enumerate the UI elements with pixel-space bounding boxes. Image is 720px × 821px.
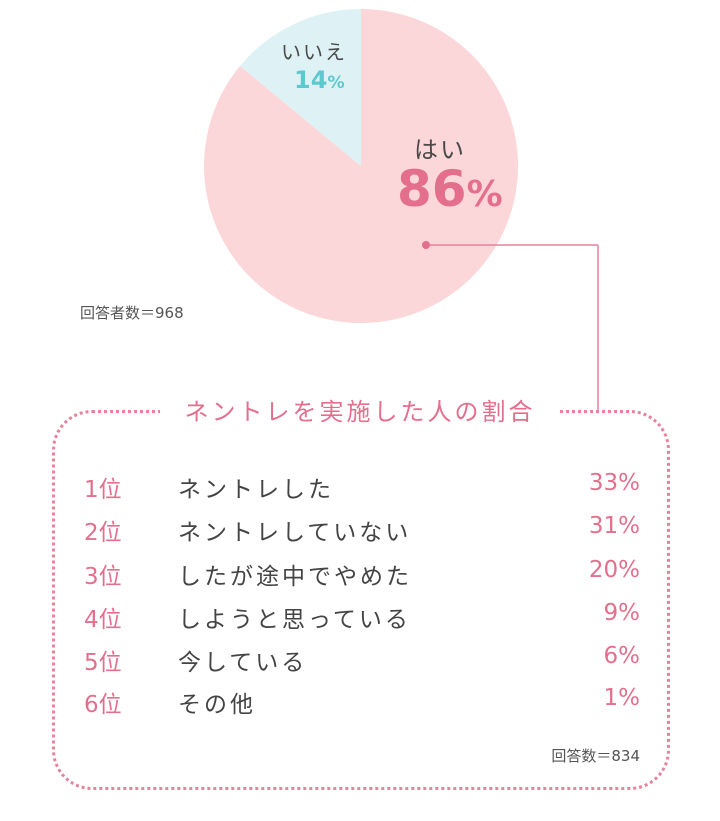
rank-answer: しようと思っている bbox=[178, 607, 411, 633]
rank-percent: 1% bbox=[603, 685, 641, 711]
rank-answer: その他 bbox=[178, 692, 256, 718]
pie-slice-no bbox=[240, 9, 361, 166]
rank-percent: 20% bbox=[588, 557, 640, 583]
rank-percent: 33% bbox=[588, 470, 640, 496]
rank-answer: ネントレしていない bbox=[178, 520, 412, 546]
rank-number: 2位 bbox=[84, 520, 122, 546]
rank-number: 3位 bbox=[84, 564, 122, 590]
ranking-title: ネントレを実施した人の割合 bbox=[160, 392, 560, 427]
slice-value-no: 14% bbox=[294, 66, 345, 94]
respondents-note: 回答者数＝968 bbox=[80, 304, 184, 322]
slice-value-no-unit: % bbox=[327, 73, 345, 93]
ranking-row: 3位 したが途中でやめた 20% bbox=[60, 557, 650, 597]
slice-value-yes-unit: % bbox=[466, 174, 503, 215]
rank-number: 6位 bbox=[84, 692, 122, 718]
rank-number: 4位 bbox=[84, 607, 122, 633]
rank-percent: 31% bbox=[588, 513, 640, 539]
ranking-row: 5位 今している 6% bbox=[60, 643, 650, 683]
rank-percent: 6% bbox=[603, 643, 641, 669]
slice-value-yes: 86% bbox=[397, 160, 503, 218]
slice-value-no-number: 14 bbox=[294, 66, 328, 94]
ranking-row: 2位 ネントレしていない 31% bbox=[60, 513, 650, 553]
rank-answer: 今している bbox=[178, 650, 308, 676]
rank-percent: 9% bbox=[603, 600, 641, 626]
rank-answer: ネントレした bbox=[178, 477, 334, 503]
callout-dot bbox=[422, 241, 430, 249]
ranking-row: 4位 しようと思っている 9% bbox=[60, 600, 650, 640]
slice-label-no: いいえ bbox=[281, 40, 347, 64]
slice-value-yes-number: 86 bbox=[397, 160, 467, 218]
rank-answer: したが途中でやめた bbox=[178, 564, 412, 590]
answers-note: 回答数＝834 bbox=[551, 747, 640, 765]
ranking-row: 1位 ネントレした 33% bbox=[60, 470, 650, 510]
rank-number: 5位 bbox=[84, 650, 122, 676]
slice-label-yes: はい bbox=[414, 136, 466, 164]
ranking-row: 6位 その他 1% bbox=[60, 685, 650, 725]
rank-number: 1位 bbox=[84, 477, 122, 503]
pie-chart bbox=[203, 9, 599, 410]
